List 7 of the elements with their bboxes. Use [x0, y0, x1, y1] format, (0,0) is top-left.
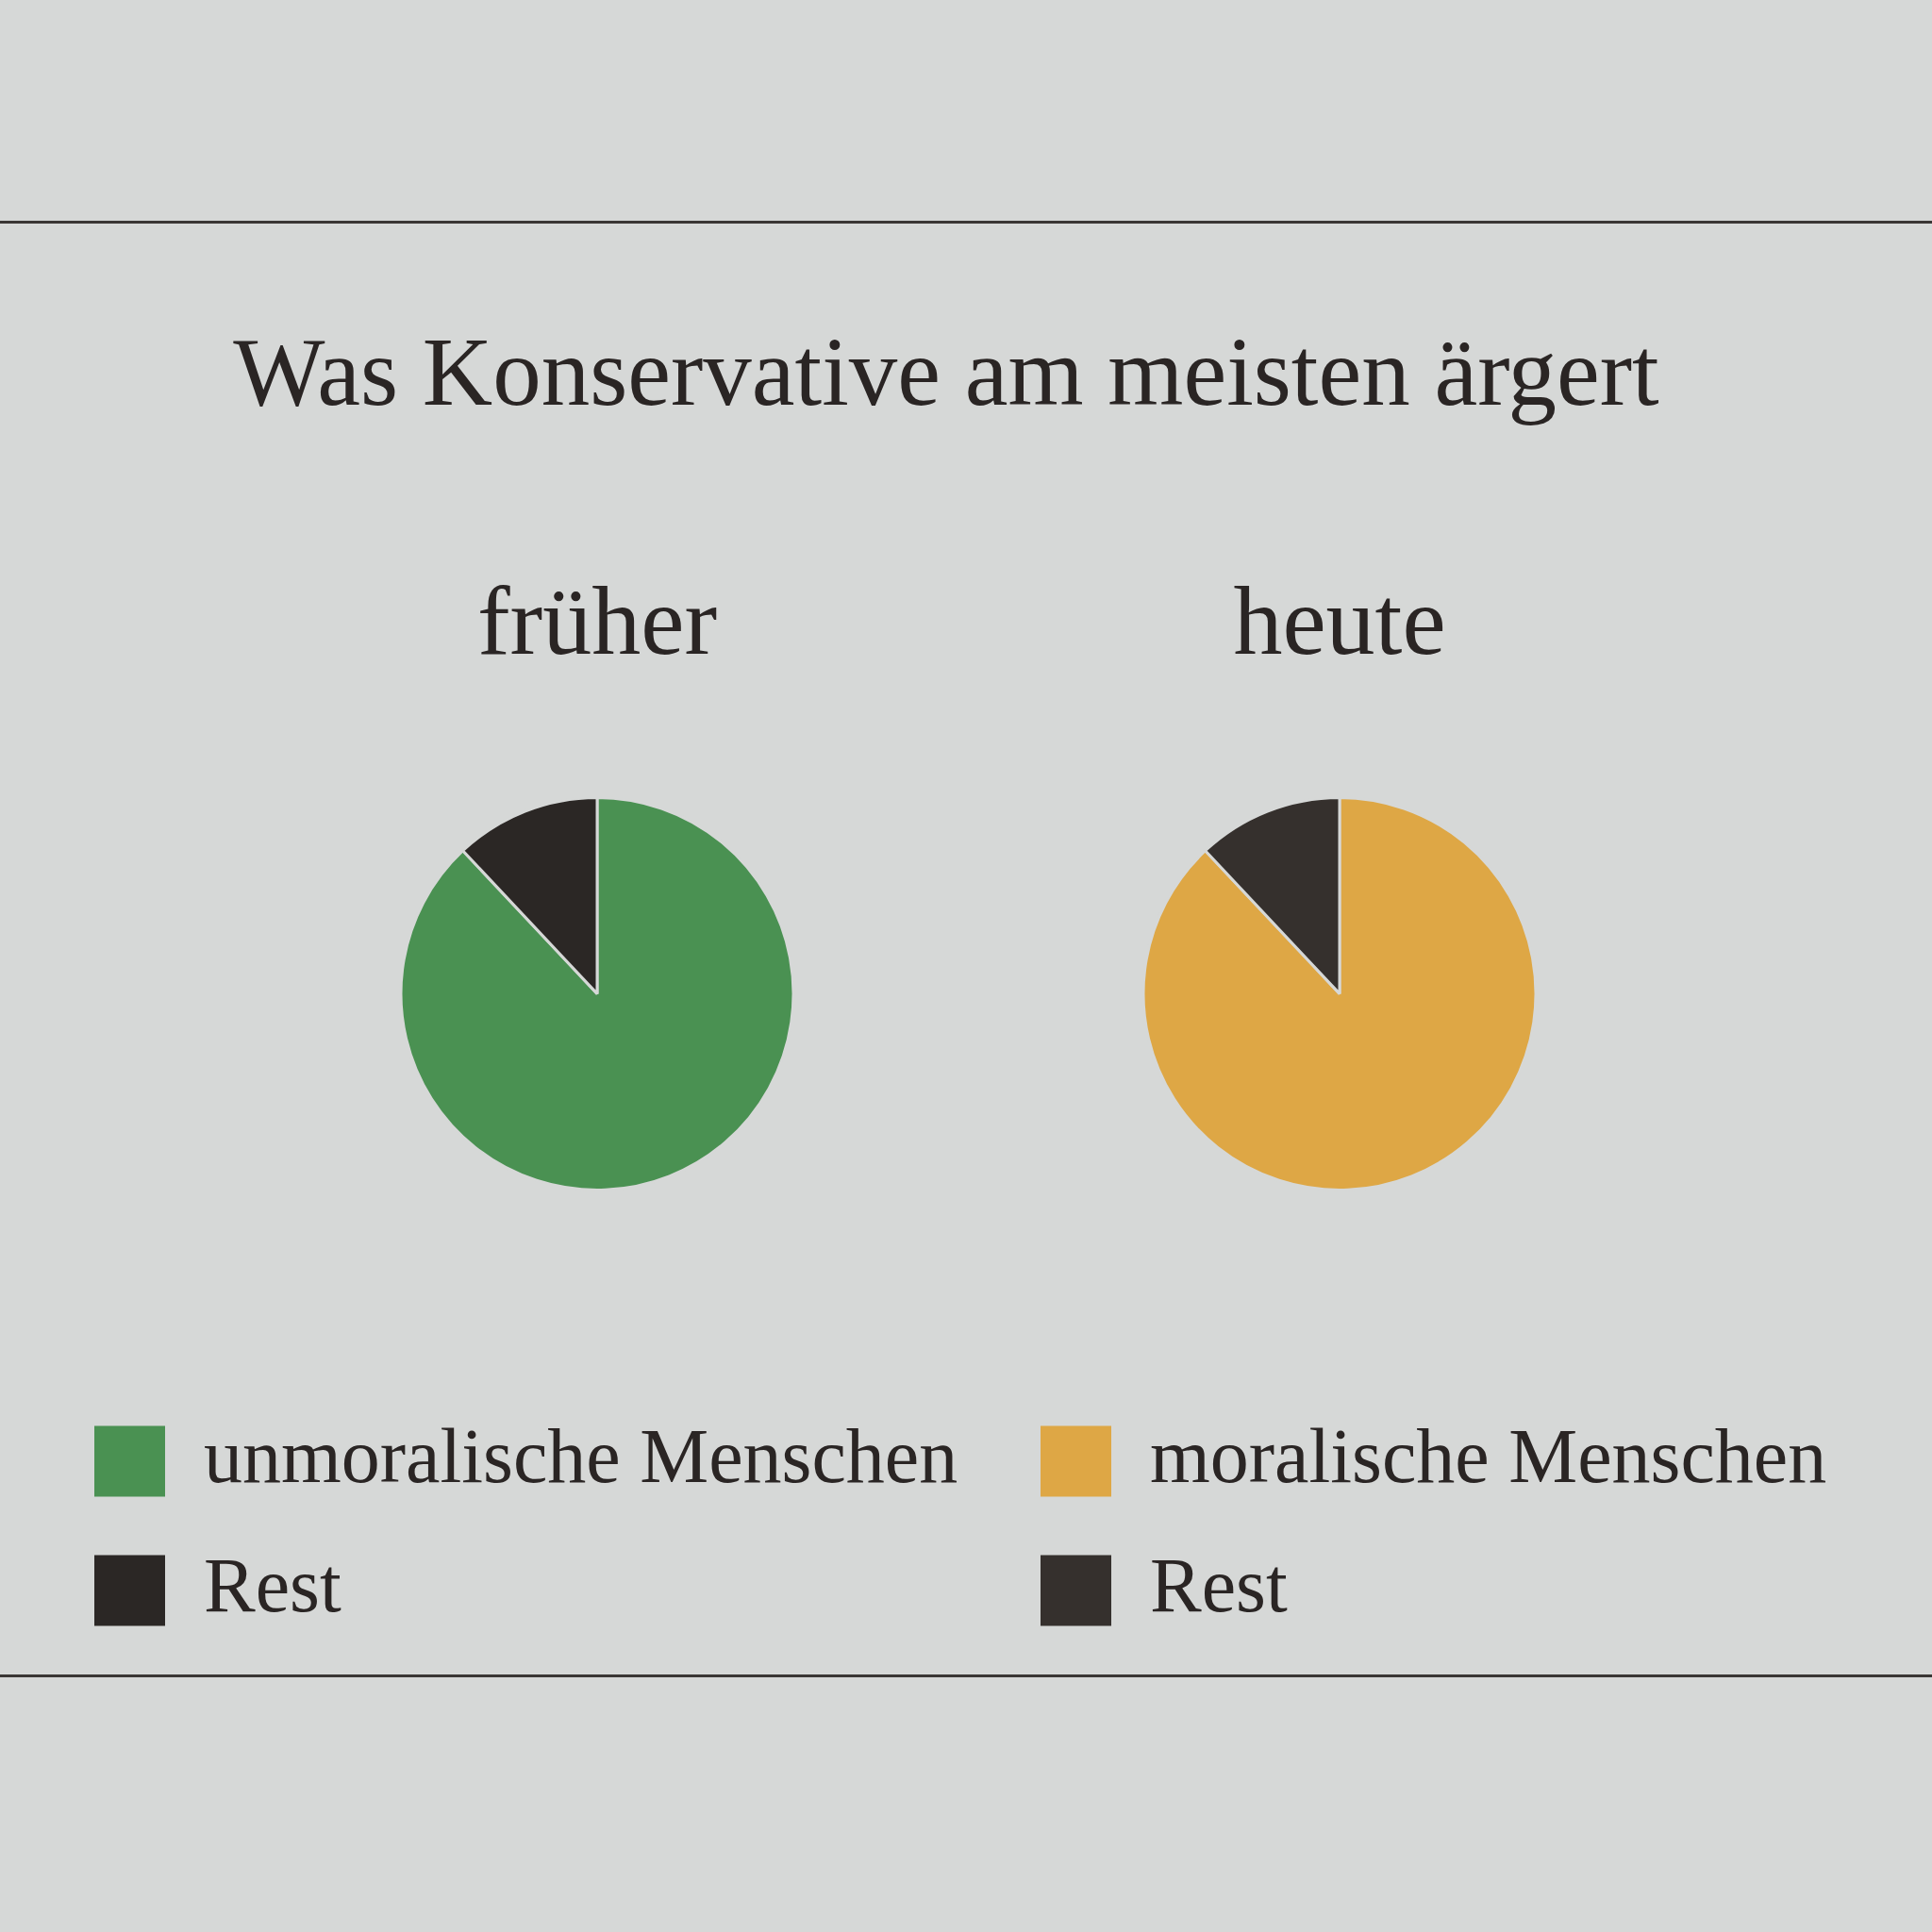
text: Was Konservative am meisten ärgert — [232, 317, 1660, 427]
legend-label: unmoralische Menschen — [204, 1412, 958, 1499]
legend-label: Rest — [1150, 1541, 1288, 1628]
chart-title: früher — [476, 565, 718, 675]
chart-title: heute — [1233, 565, 1446, 675]
legend-label: Rest — [204, 1541, 341, 1628]
legend-label: moralische Menschen — [1150, 1412, 1827, 1499]
